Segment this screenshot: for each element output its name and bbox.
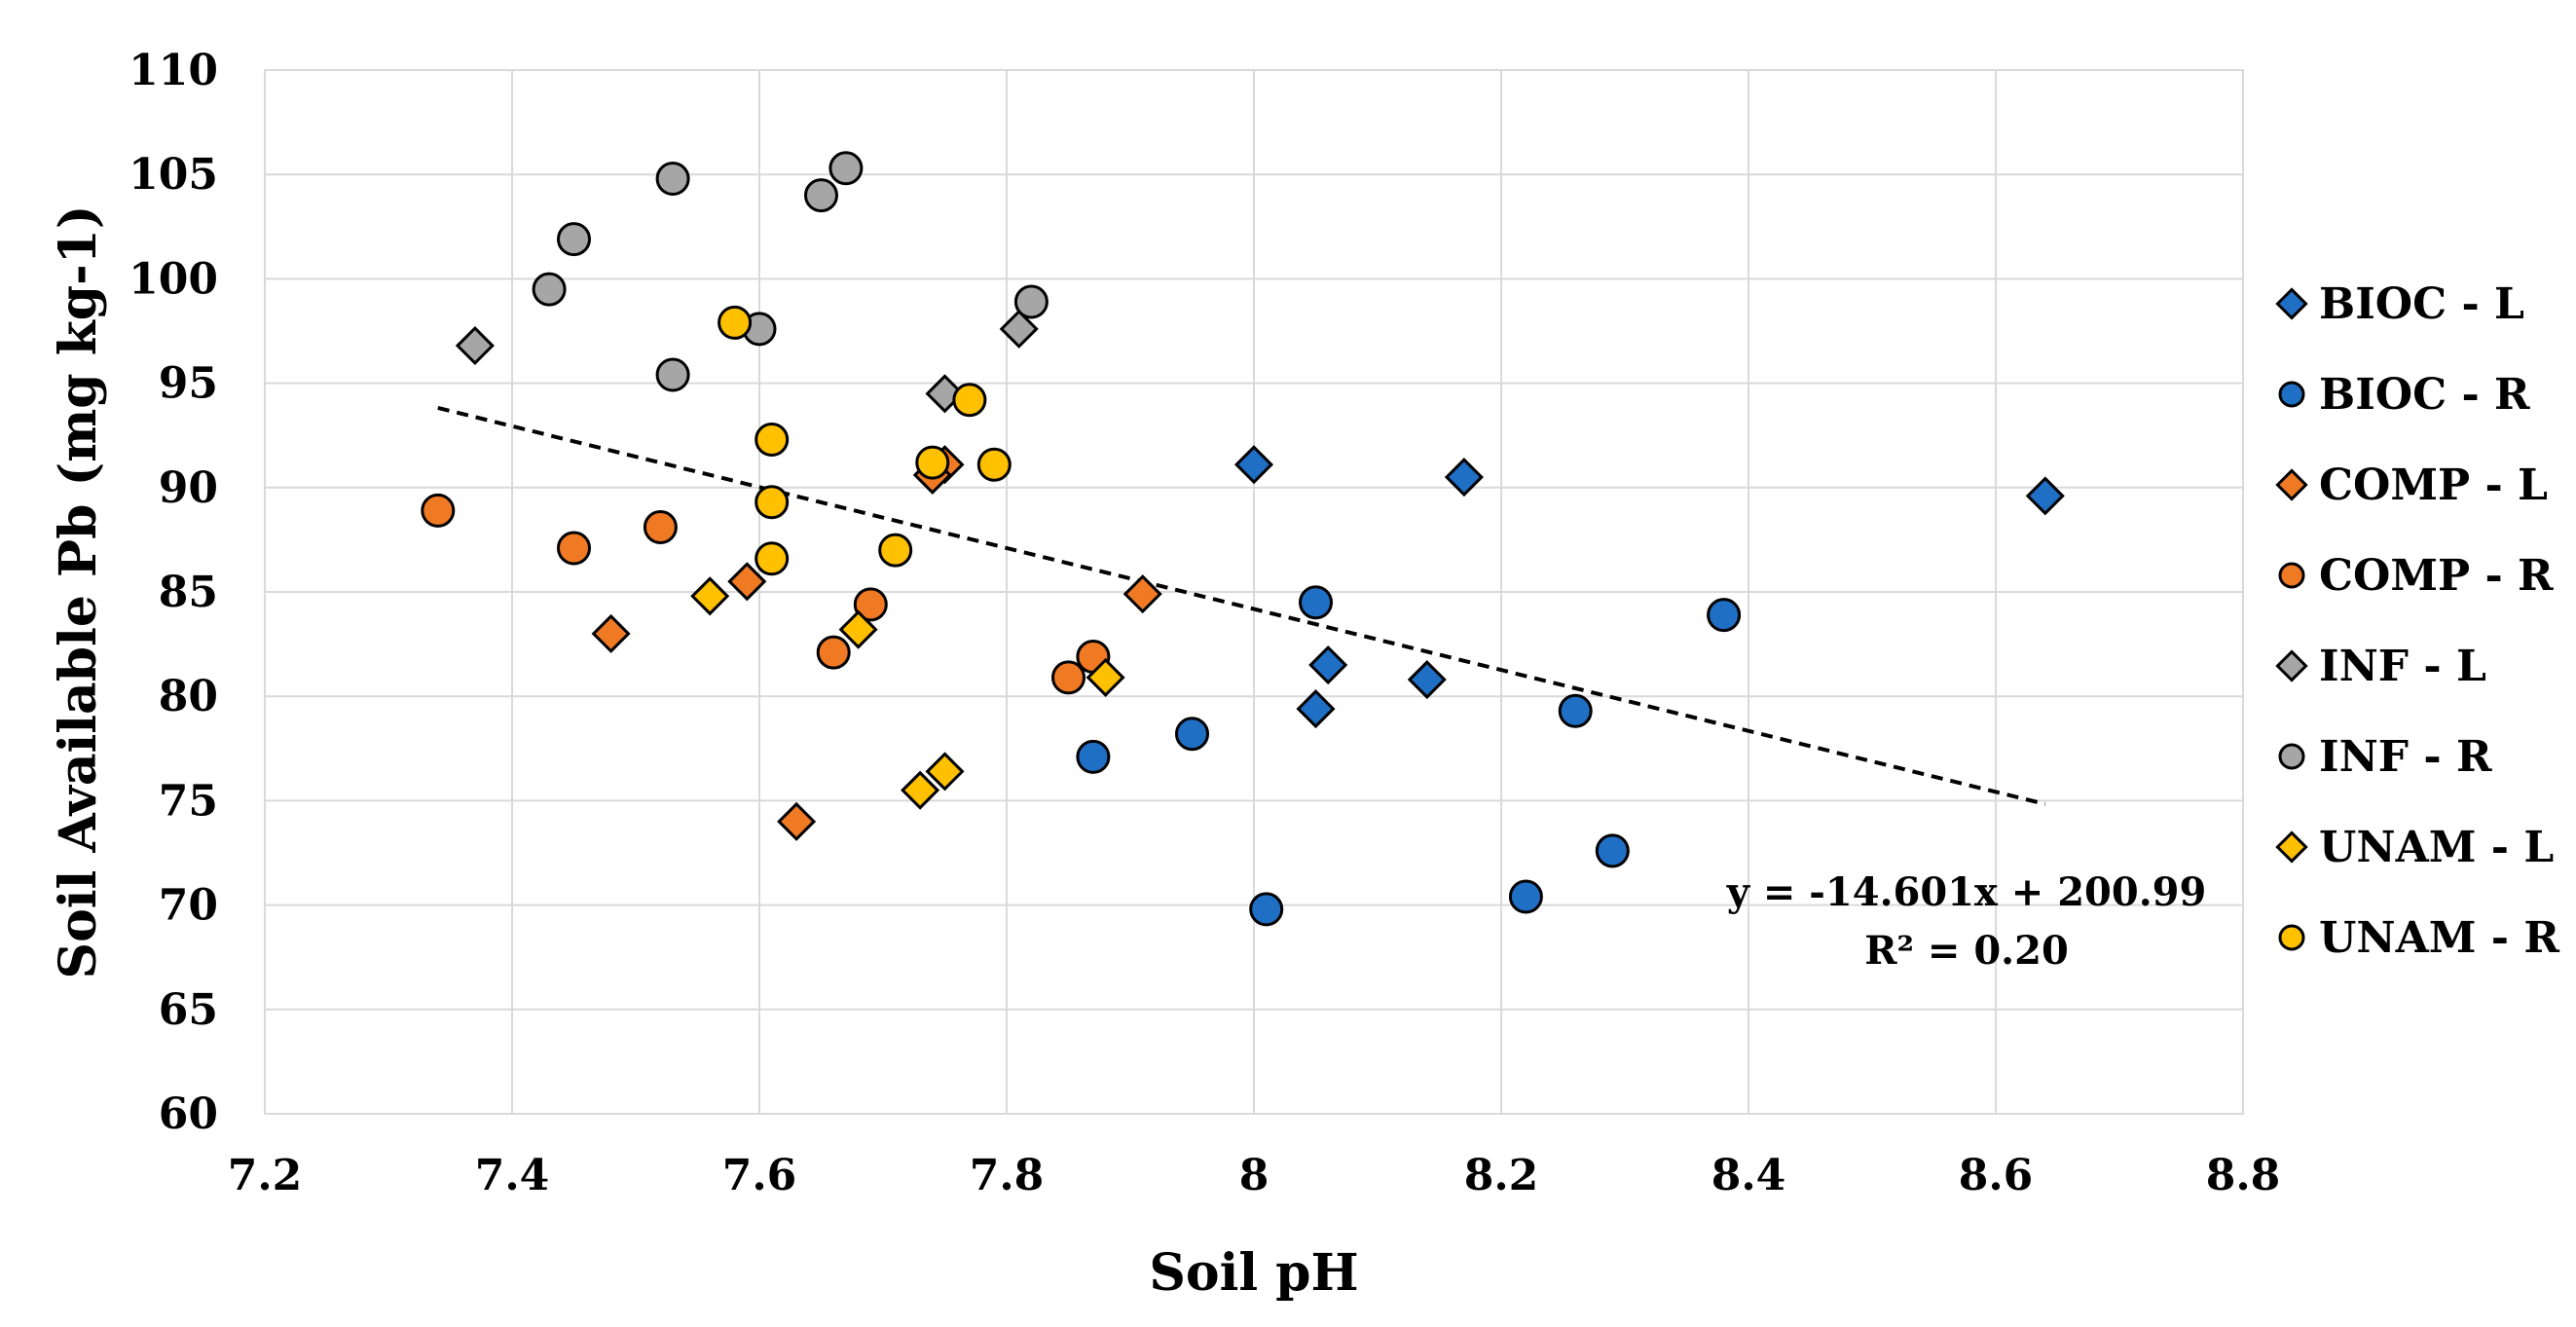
point-unam-r [754,541,790,576]
legend-label-unam-l: UNAM - L [2319,823,2554,872]
point-unam-r [952,383,987,418]
point-bioc-r [1508,879,1543,914]
legend-marker-bioc-l [2275,287,2308,320]
y-tick-label: 100 [129,254,218,304]
y-tick-label: 70 [159,881,218,931]
y-tick-label: 90 [159,463,218,513]
point-bioc-r [1299,585,1333,620]
point-bioc-l [1296,689,1336,729]
point-comp-r [557,531,591,566]
point-unam-l [925,752,965,792]
gridlines [264,69,2244,1115]
legend-marker-unam-r [2278,924,2305,951]
point-bioc-l [2025,476,2065,516]
x-tick-label: 7.8 [970,1151,1045,1200]
point-inf-r [804,178,838,213]
legend-label-bioc-r: BIOC - R [2319,370,2530,420]
legend-label-inf-r: INF - R [2319,732,2492,782]
legend-label-unam-r: UNAM - R [2319,913,2559,963]
point-unam-r [878,533,913,568]
y-tick-label: 110 [129,46,218,95]
point-bioc-r [1076,739,1111,774]
point-unam-l [690,576,730,616]
trend-r-squared: R² = 0.20 [1864,928,2069,974]
point-bioc-r [1595,833,1630,868]
y-tick-label: 95 [159,359,218,409]
point-comp-r [643,510,678,545]
point-unam-l [838,609,878,649]
point-bioc-l [1308,645,1348,685]
point-inf-r [557,222,591,257]
legend: BIOC - L BIOC - R COMP - L COMP - R INF - L I… [2275,279,2559,963]
y-tick-label: 75 [159,776,218,826]
y-tick-label: 60 [159,1089,218,1139]
point-unam-r [754,485,790,520]
legend-label-comp-l: COMP - L [2319,461,2548,510]
legend-marker-comp-l [2275,468,2308,501]
point-inf-l [455,325,495,366]
x-tick-label: 8.6 [1959,1151,2034,1200]
point-comp-r [1051,660,1086,695]
point-unam-l [1086,657,1125,697]
point-bioc-r [1707,598,1742,633]
data-points [421,151,2065,927]
point-bioc-l [1233,445,1274,485]
legend-marker-unam-l [2275,830,2308,864]
legend-label-comp-r: COMP - R [2319,551,2554,601]
x-tick-label: 7.6 [722,1151,797,1200]
x-tick-label: 8.4 [1711,1151,1786,1200]
point-comp-l [727,562,767,602]
x-tick-label: 7.2 [228,1151,303,1200]
point-comp-l [777,801,817,841]
x-tick-label: 8.8 [2206,1151,2281,1200]
y-tick-label: 80 [159,672,218,721]
trend-equation: y = -14.601x + 200.99 [1726,869,2207,915]
trendline-group [437,405,2046,806]
point-comp-r [853,587,888,622]
tick-labels: 60 65 70 75 80 85 90 95 100 105 110 7.2 7.4 7.6 7.8 8 8.… [129,46,2280,1200]
point-bioc-r [1558,693,1593,728]
point-inf-r [655,357,690,392]
point-inf-r [1013,284,1049,319]
x-axis-title: Soil pH [1149,1243,1358,1303]
legend-label-inf-l: INF - L [2319,642,2486,691]
point-inf-r [655,161,690,196]
point-comp-l [591,613,631,653]
point-unam-r [718,305,753,340]
y-tick-label: 85 [159,568,218,617]
point-bioc-r [1175,717,1209,752]
point-bioc-l [1444,458,1484,498]
point-unam-l [901,770,940,810]
point-bioc-l [1407,660,1447,700]
x-tick-label: 7.4 [475,1151,550,1200]
x-tick-label: 8 [1239,1151,1270,1200]
y-axis-title: Soil Available Pb (mg kg-1) [49,205,108,979]
point-comp-r [816,635,851,670]
point-unam-r [915,445,950,480]
point-comp-l [1122,574,1162,614]
trendline [437,405,2046,806]
y-tick-label: 65 [159,985,218,1035]
x-tick-label: 8.2 [1464,1151,1539,1200]
point-inf-r [532,272,567,307]
point-unam-r [976,447,1012,482]
legend-label-bioc-l: BIOC - L [2319,279,2524,329]
legend-marker-inf-l [2275,649,2308,682]
y-tick-label: 105 [129,150,218,200]
point-unam-r [754,422,790,457]
point-comp-r [421,493,456,528]
legend-marker-comp-r [2278,562,2305,589]
point-inf-l [999,309,1039,349]
point-inf-r [828,151,864,186]
legend-marker-bioc-r [2278,381,2305,408]
point-bioc-r [1249,892,1284,927]
legend-marker-inf-r [2278,743,2305,770]
